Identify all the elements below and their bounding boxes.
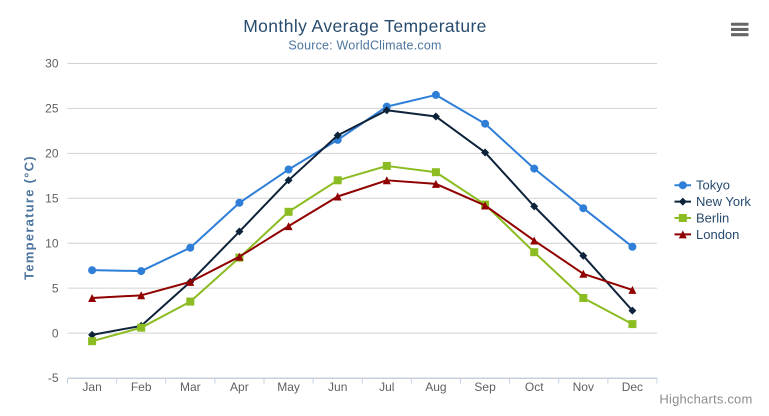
svg-text:30: 30 xyxy=(45,57,59,71)
svg-text:Jun: Jun xyxy=(328,380,347,394)
svg-text:Mar: Mar xyxy=(180,380,201,394)
svg-text:Jul: Jul xyxy=(379,380,394,394)
svg-text:Dec: Dec xyxy=(622,380,643,394)
svg-text:Source: WorldClimate.com: Source: WorldClimate.com xyxy=(288,39,441,53)
svg-text:Nov: Nov xyxy=(573,380,594,394)
svg-text:New York: New York xyxy=(696,194,751,209)
svg-text:20: 20 xyxy=(45,147,59,161)
svg-text:0: 0 xyxy=(52,326,59,340)
svg-text:Apr: Apr xyxy=(230,380,249,394)
svg-text:5: 5 xyxy=(52,281,59,295)
svg-text:May: May xyxy=(277,380,300,394)
svg-text:10: 10 xyxy=(45,236,59,250)
svg-text:25: 25 xyxy=(45,102,59,116)
svg-text:Berlin: Berlin xyxy=(696,210,729,225)
svg-text:Aug: Aug xyxy=(425,380,446,394)
svg-text:London: London xyxy=(696,227,739,242)
svg-text:15: 15 xyxy=(45,192,59,206)
svg-text:Sep: Sep xyxy=(474,380,496,394)
svg-text:Tokyo: Tokyo xyxy=(696,178,730,193)
svg-text:Temperature (°C): Temperature (°C) xyxy=(22,155,37,280)
svg-text:-5: -5 xyxy=(48,371,59,385)
svg-text:Oct: Oct xyxy=(525,380,544,394)
svg-text:Jan: Jan xyxy=(82,380,101,394)
svg-text:Highcharts.com: Highcharts.com xyxy=(659,392,752,407)
svg-text:Monthly Average Temperature: Monthly Average Temperature xyxy=(243,16,487,36)
svg-text:Feb: Feb xyxy=(131,380,152,394)
